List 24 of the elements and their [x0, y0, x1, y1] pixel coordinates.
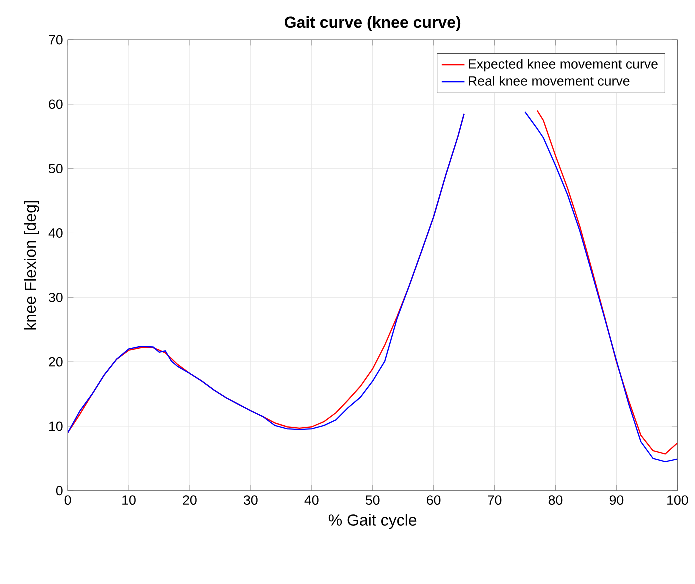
legend-label: Real knee movement curve	[469, 76, 630, 86]
y-tick-label: 40	[48, 228, 63, 238]
y-tick-label: 50	[49, 164, 63, 174]
x-tick-label: 70	[488, 495, 502, 505]
y-tick-label: 0	[56, 486, 63, 496]
y-tick-label: 10	[50, 422, 63, 432]
x-tick-label: 10	[122, 495, 136, 505]
y-tick-label: 70	[49, 35, 63, 45]
x-tick-label: 0	[64, 495, 72, 505]
y-tick-label: 20	[49, 357, 63, 367]
chart-title: Gait curve (knee curve)	[284, 16, 461, 32]
x-tick-label: 60	[427, 495, 441, 505]
x-tick-label: 100	[668, 495, 688, 505]
x-tick-label: 80	[548, 495, 563, 505]
x-tick-label: 90	[610, 495, 624, 505]
x-axis-title: % Gait cycle	[328, 514, 417, 530]
x-tick-label: 30	[244, 495, 258, 505]
x-tick-label: 20	[183, 495, 197, 505]
x-tick-label: 40	[304, 495, 319, 505]
legend-label: Expected knee movement curve	[469, 59, 658, 72]
y-tick-label: 60	[49, 100, 63, 110]
x-tick-label: 50	[366, 495, 380, 505]
y-axis-title: knee Flexion [deg]	[24, 201, 40, 330]
y-tick-label: 30	[48, 292, 63, 302]
